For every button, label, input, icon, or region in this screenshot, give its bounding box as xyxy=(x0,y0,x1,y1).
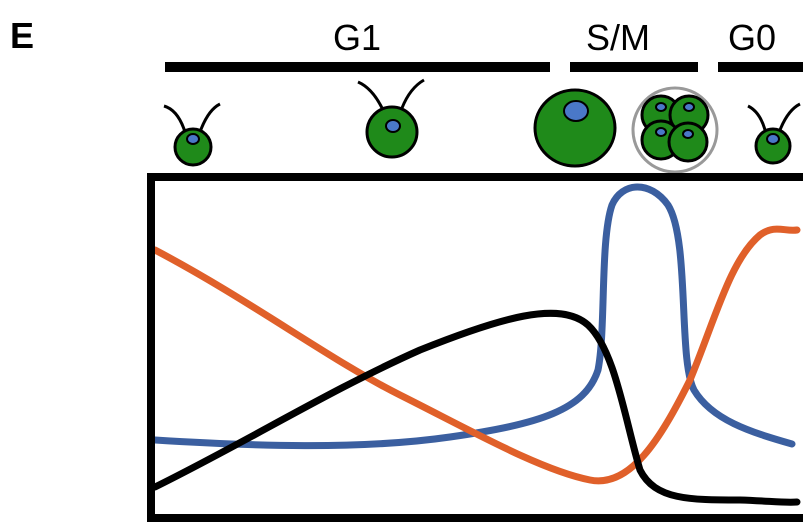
blue-curve xyxy=(155,187,792,446)
curves xyxy=(155,187,797,502)
panel-label: E xyxy=(10,15,34,56)
phase-label: G1 xyxy=(333,17,381,58)
cell xyxy=(164,104,220,165)
cell xyxy=(748,104,800,163)
black-curve xyxy=(155,313,797,502)
cell-cluster xyxy=(633,88,717,172)
page: {"panel_label": "E", "phases": ["G1", "S… xyxy=(0,0,803,525)
figure: E G1 S/M G0 xyxy=(0,0,803,525)
phase-label: S/M xyxy=(586,17,650,58)
cells xyxy=(164,80,800,172)
cell xyxy=(535,90,615,166)
phase-label: G0 xyxy=(728,17,776,58)
cell xyxy=(358,80,424,157)
